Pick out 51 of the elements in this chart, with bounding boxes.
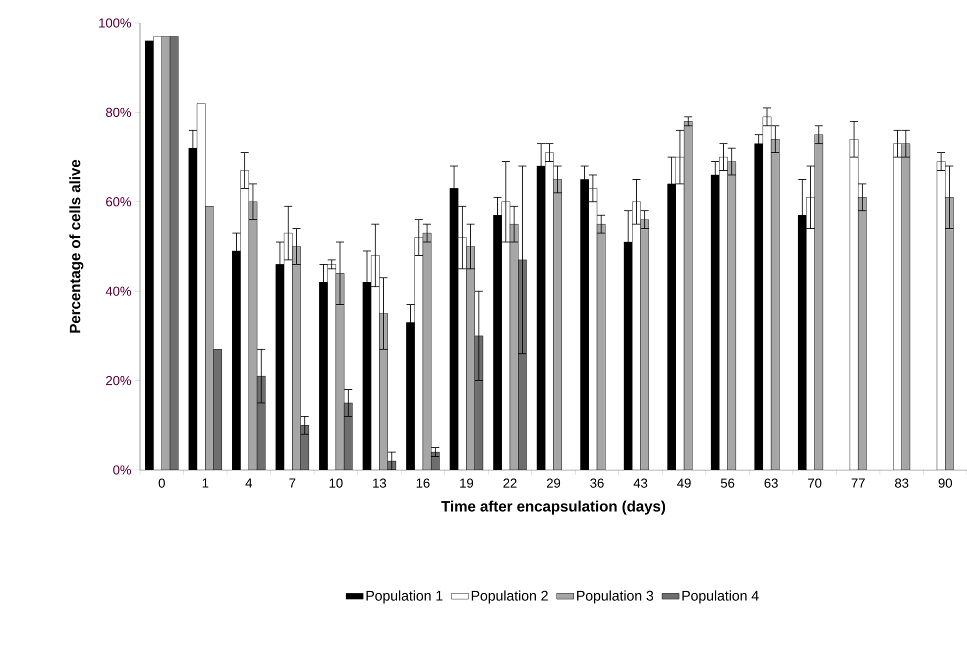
y-tick-label: 40% bbox=[106, 286, 132, 296]
x-tick-label: 1 bbox=[202, 478, 208, 488]
bar bbox=[684, 121, 692, 470]
bar bbox=[597, 224, 606, 470]
bar bbox=[336, 273, 344, 470]
bar bbox=[640, 220, 649, 470]
y-tick-label: 100% bbox=[99, 18, 132, 28]
x-tick-label: 16 bbox=[416, 478, 430, 488]
bar bbox=[379, 314, 388, 470]
x-tick-label: 77 bbox=[852, 478, 865, 488]
bar bbox=[771, 139, 780, 470]
x-tick-label: 0 bbox=[158, 478, 165, 488]
x-tick-label: 7 bbox=[289, 478, 296, 488]
bar bbox=[518, 260, 527, 470]
x-tick-label: 90 bbox=[938, 478, 952, 488]
legend-label: Population 2 bbox=[472, 590, 548, 604]
bar bbox=[466, 246, 475, 470]
bar bbox=[205, 206, 214, 470]
x-axis-title: Time after encapsulation (days) bbox=[441, 500, 666, 515]
bar bbox=[292, 246, 301, 470]
x-tick-label: 19 bbox=[460, 478, 474, 488]
x-tick-label: 49 bbox=[677, 478, 691, 488]
legend-label: Population 4 bbox=[682, 590, 759, 604]
bar bbox=[162, 36, 170, 470]
x-tick-label: 13 bbox=[373, 478, 386, 488]
bar bbox=[344, 402, 352, 470]
bar bbox=[728, 162, 736, 470]
bar bbox=[554, 179, 562, 470]
legend-label: Population 3 bbox=[577, 590, 654, 604]
x-tick-label: 4 bbox=[246, 478, 252, 488]
x-tick-label: 10 bbox=[330, 478, 343, 488]
x-tick-label: 43 bbox=[634, 478, 648, 488]
bar bbox=[858, 197, 866, 470]
legend-label: Population 1 bbox=[366, 590, 442, 604]
bar bbox=[814, 134, 823, 470]
x-tick-label: 22 bbox=[503, 478, 517, 488]
x-tick-label: 56 bbox=[720, 478, 734, 488]
x-tick-label: 29 bbox=[546, 478, 560, 488]
y-tick-label: 80% bbox=[106, 108, 132, 117]
y-axis-title: Percentage of cells alive bbox=[69, 160, 84, 333]
x-tick-label: 83 bbox=[895, 478, 908, 488]
bar bbox=[474, 336, 483, 470]
bar bbox=[422, 233, 432, 470]
y-tick-label: 60% bbox=[106, 197, 132, 206]
x-tick-label: 70 bbox=[808, 478, 822, 488]
x-tick-label: 63 bbox=[764, 478, 778, 488]
y-tick-label: 20% bbox=[106, 376, 132, 386]
bar bbox=[902, 144, 910, 470]
bar bbox=[248, 202, 258, 470]
x-tick-label: 36 bbox=[590, 478, 604, 488]
y-tick-label: 0% bbox=[113, 465, 132, 475]
